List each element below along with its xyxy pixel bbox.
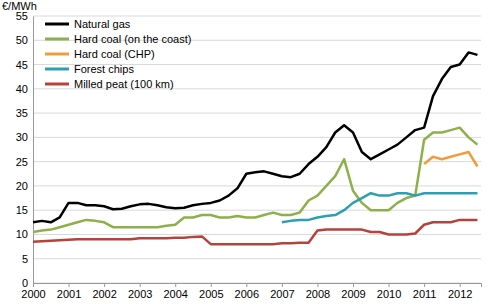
legend-swatch xyxy=(45,68,69,71)
series-line xyxy=(424,152,477,167)
y-tick-label: 20 xyxy=(16,180,28,192)
x-tick: 2006 xyxy=(235,283,259,300)
x-tick-label: 2005 xyxy=(199,288,223,300)
legend: Natural gas Hard coal (on the coast) Hard … xyxy=(45,18,191,90)
legend-item: Milled peat (100 km) xyxy=(45,78,174,90)
y-tick: 5 xyxy=(22,253,33,265)
y-tick: 30 xyxy=(16,131,33,143)
legend-item: Hard coal (CHP) xyxy=(45,48,155,60)
x-tick-mark xyxy=(424,283,425,287)
x-tick-mark xyxy=(175,283,176,287)
x-tick: 2001 xyxy=(57,283,81,300)
x-tick: 2003 xyxy=(128,283,152,300)
x-tick: 2000 xyxy=(21,283,45,300)
x-tick-label: 2007 xyxy=(270,288,294,300)
legend-label: Hard coal (CHP) xyxy=(74,48,155,60)
x-tick-label: 2004 xyxy=(163,288,187,300)
y-tick-label: 50 xyxy=(16,34,28,46)
x-tick-label: 2008 xyxy=(306,288,330,300)
x-tick-label: 2009 xyxy=(341,288,365,300)
x-tick-label: 2012 xyxy=(448,288,472,300)
y-tick: 35 xyxy=(16,107,33,119)
series-line xyxy=(282,193,478,222)
x-tick-mark xyxy=(246,283,247,287)
x-tick-mark xyxy=(282,283,283,287)
x-tick-label: 2006 xyxy=(235,288,259,300)
y-tick: 10 xyxy=(16,228,33,240)
y-tick: 40 xyxy=(16,83,33,95)
legend-label: Forest chips xyxy=(74,63,134,75)
x-tick-label: 2000 xyxy=(21,288,45,300)
x-tick: 2010 xyxy=(377,283,401,300)
y-tick-label: 5 xyxy=(22,253,28,265)
x-tick-label: 2011 xyxy=(413,288,437,300)
x-tick-mark xyxy=(104,283,105,287)
series-line xyxy=(33,220,477,244)
x-tick-label: 2010 xyxy=(377,288,401,300)
y-tick: 45 xyxy=(16,59,33,71)
legend-swatch xyxy=(45,38,69,41)
x-tick-mark xyxy=(69,283,70,287)
x-tick: 2008 xyxy=(306,283,330,300)
legend-item: Hard coal (on the coast) xyxy=(45,33,191,45)
plot: 0510152025303540455055200020012002200320… xyxy=(16,10,482,300)
x-tick-mark xyxy=(317,283,318,287)
x-tick-mark xyxy=(211,283,212,287)
legend-label: Natural gas xyxy=(74,18,131,30)
legend-swatch xyxy=(45,53,69,56)
y-tick-label: 40 xyxy=(16,83,28,95)
y-tick-label: 10 xyxy=(16,228,28,240)
grid-line xyxy=(33,16,481,17)
x-axis-line xyxy=(34,284,482,288)
lines xyxy=(33,52,477,244)
x-tick-label: 2003 xyxy=(128,288,152,300)
x-tick-mark xyxy=(389,283,390,287)
x-tick-mark xyxy=(33,283,34,287)
legend-label: Hard coal (on the coast) xyxy=(74,33,191,45)
x-tick: 2004 xyxy=(163,283,187,300)
chart: 0510152025303540455055200020012002200320… xyxy=(0,0,493,304)
x-tick: 2002 xyxy=(92,283,116,300)
y-tick-label: 45 xyxy=(16,59,28,71)
x-tick: 2011 xyxy=(413,283,437,300)
x-tick: 2007 xyxy=(270,283,294,300)
grid-line xyxy=(33,210,481,211)
y-tick: 15 xyxy=(16,204,33,216)
y-tick-label: 35 xyxy=(16,107,28,119)
x-axis: 2000 2001 2002 2003 2004 2005 2006 2007 2008 2009… xyxy=(21,283,481,300)
x-tick-mark xyxy=(140,283,141,287)
x-tick-label: 2001 xyxy=(57,288,81,300)
x-tick-label: 2002 xyxy=(92,288,116,300)
grid-line xyxy=(33,185,481,186)
y-axis: 0510152025303540455055 xyxy=(16,10,34,289)
grid-line xyxy=(33,137,481,138)
x-tick-mark xyxy=(460,283,461,287)
legend-swatch xyxy=(45,23,69,26)
legend-item: Natural gas xyxy=(45,18,131,30)
y-axis-title: €/MWh xyxy=(2,0,37,12)
y-tick-label: 30 xyxy=(16,131,28,143)
y-tick: 20 xyxy=(16,180,33,192)
legend-item: Forest chips xyxy=(45,63,134,75)
grid-line xyxy=(33,113,481,114)
grid xyxy=(33,16,481,283)
x-tick-mark xyxy=(353,283,354,287)
y-axis-line xyxy=(33,17,34,284)
legend-label: Milled peat (100 km) xyxy=(74,78,174,90)
series-line xyxy=(33,128,477,232)
y-tick-label: 15 xyxy=(16,204,28,216)
y-tick: 25 xyxy=(16,156,33,168)
x-tick: 2005 xyxy=(199,283,223,300)
grid-line xyxy=(33,258,481,259)
x-tick: 2009 xyxy=(341,283,365,300)
y-tick-label: 25 xyxy=(16,156,28,168)
y-tick: 50 xyxy=(16,34,33,46)
legend-swatch xyxy=(45,83,69,86)
grid-line xyxy=(33,161,481,162)
x-tick: 2012 xyxy=(448,283,472,300)
